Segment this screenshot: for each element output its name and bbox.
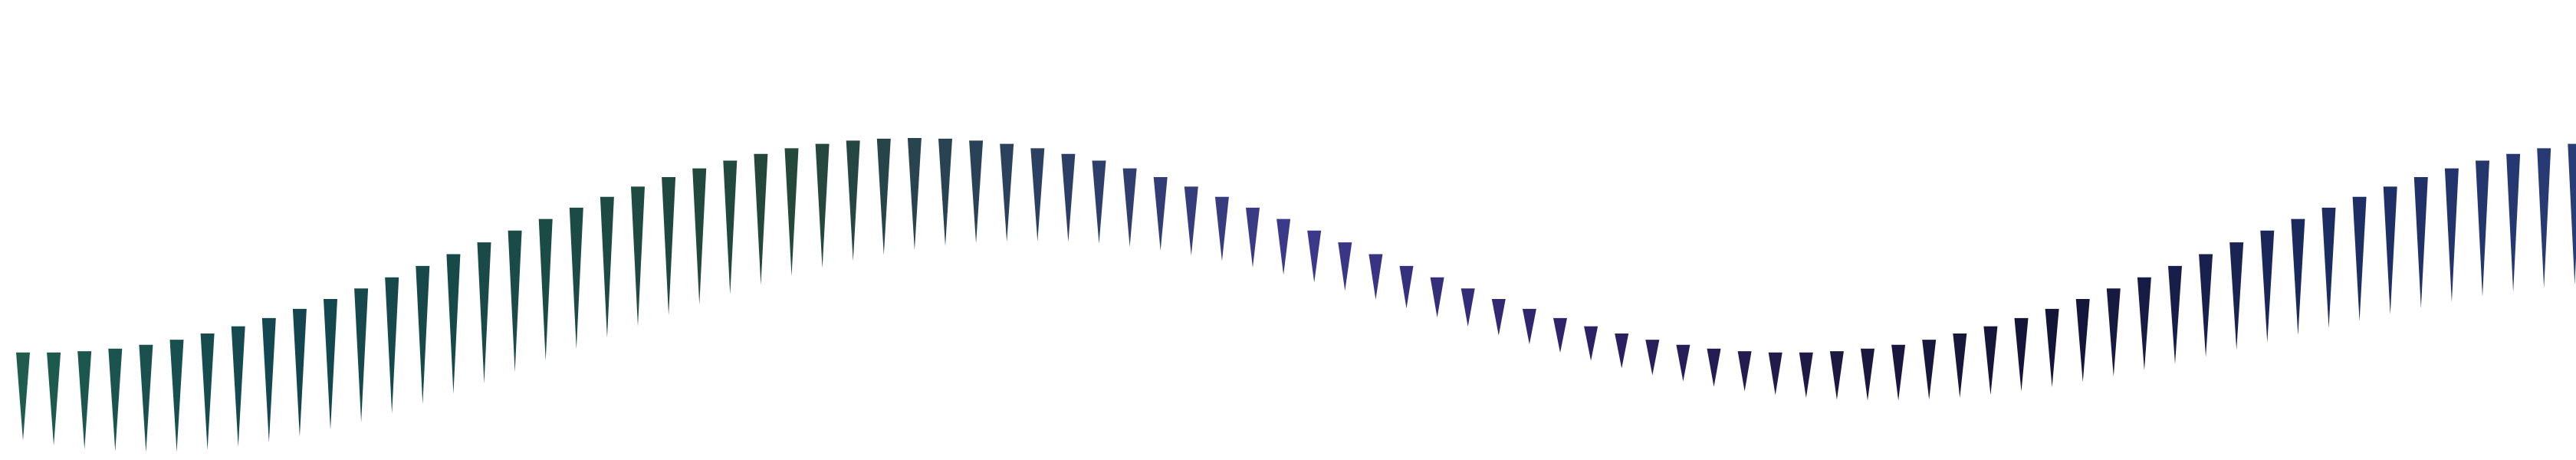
spike <box>723 160 738 295</box>
spike <box>77 351 92 449</box>
spike <box>876 138 891 255</box>
spike <box>1707 348 1721 387</box>
spike <box>1645 340 1660 376</box>
spike <box>1307 230 1322 283</box>
spike <box>446 254 461 394</box>
spike <box>2168 265 2182 364</box>
spike <box>815 143 830 268</box>
spike <box>1092 160 1106 245</box>
spike <box>2321 207 2336 329</box>
spike <box>508 230 522 373</box>
spike <box>1368 254 1383 300</box>
spike <box>1891 344 1906 401</box>
spike <box>292 308 307 437</box>
spike <box>477 242 491 383</box>
spike <box>1799 352 1813 398</box>
spike <box>1584 326 1598 361</box>
spike <box>1615 334 1629 369</box>
spike <box>416 265 430 405</box>
spike <box>1214 196 1229 261</box>
spike <box>2568 143 2576 285</box>
spike <box>846 140 860 261</box>
spike <box>2199 254 2213 357</box>
spike <box>2075 299 2090 383</box>
spike <box>1460 288 1475 327</box>
spike <box>1246 207 1260 268</box>
spike <box>1061 153 1076 242</box>
spike <box>1522 308 1536 345</box>
spike <box>2106 288 2121 377</box>
spike <box>2476 160 2489 297</box>
spike <box>1430 277 1444 318</box>
spike <box>2506 153 2521 293</box>
spike <box>1553 317 1567 353</box>
spike <box>324 299 337 430</box>
spike <box>2291 219 2305 336</box>
spike <box>1829 351 1844 400</box>
spike <box>1768 352 1783 396</box>
spike <box>231 326 245 447</box>
spike <box>139 344 153 452</box>
spike <box>2137 277 2151 371</box>
spike <box>2537 148 2551 288</box>
spike <box>1000 143 1014 242</box>
spike <box>1399 265 1414 309</box>
spike <box>969 140 984 244</box>
spike <box>1676 344 1691 382</box>
spike <box>47 352 61 446</box>
spike <box>261 317 276 442</box>
spike <box>784 148 799 277</box>
spike <box>1737 351 1752 392</box>
spike <box>108 348 123 452</box>
spike <box>1953 334 1967 398</box>
spike <box>2260 230 2275 343</box>
spike <box>1184 186 1198 256</box>
spike <box>354 288 369 422</box>
spike <box>2014 317 2029 392</box>
spike <box>2444 168 2459 303</box>
spike <box>2045 308 2059 388</box>
spike <box>1861 348 1875 401</box>
spike <box>1122 168 1137 247</box>
spike <box>692 168 707 305</box>
spike <box>1276 219 1291 275</box>
spike <box>16 352 30 441</box>
spike <box>907 138 922 251</box>
spike <box>1153 176 1168 251</box>
spike <box>385 277 399 414</box>
spike <box>2229 242 2244 350</box>
spike <box>1922 340 1937 400</box>
spike <box>1491 299 1506 336</box>
spike <box>754 153 768 285</box>
spike <box>1338 242 1352 291</box>
spike <box>538 219 553 361</box>
spike <box>1030 148 1045 242</box>
spike <box>662 176 676 316</box>
spike <box>1983 326 1998 396</box>
spike <box>600 196 614 338</box>
spike <box>2383 186 2397 315</box>
spike <box>2352 196 2367 321</box>
spike <box>169 340 184 452</box>
spike <box>631 186 645 327</box>
spike <box>569 207 583 350</box>
spike-group <box>16 138 2576 452</box>
spike <box>2413 176 2428 308</box>
spike <box>938 138 952 247</box>
spike <box>200 334 215 450</box>
